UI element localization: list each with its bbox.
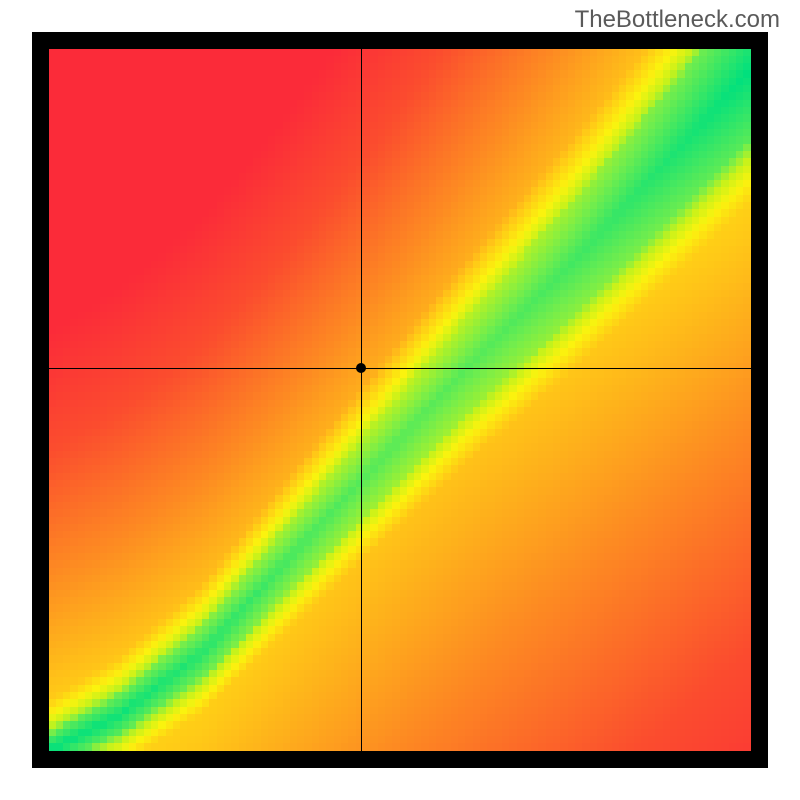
heatmap-canvas	[49, 49, 751, 751]
data-point-marker	[356, 363, 366, 373]
chart-container: TheBottleneck.com	[0, 0, 800, 800]
watermark-text: TheBottleneck.com	[575, 6, 780, 34]
crosshair-horizontal	[49, 368, 751, 369]
plot-area	[49, 49, 751, 751]
crosshair-vertical	[361, 49, 362, 751]
plot-frame	[32, 32, 768, 768]
